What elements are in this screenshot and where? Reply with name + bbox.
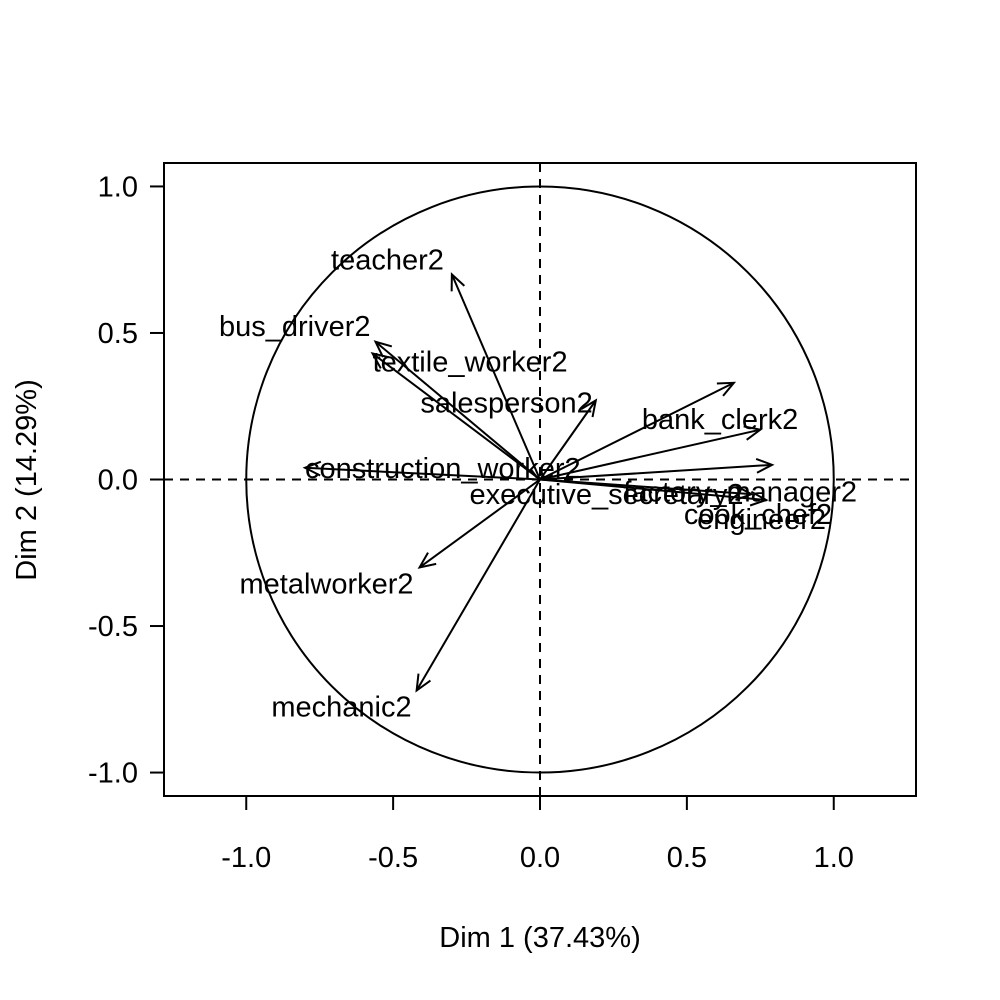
arrowhead-mechanic2 [415, 673, 432, 693]
y-tick-label: -1.0 [88, 758, 138, 790]
x-tick-label: -0.5 [368, 842, 418, 874]
arrowhead-bank_clerk2 [716, 381, 737, 397]
x-tick-label: -1.0 [221, 842, 271, 874]
arrow-bus_driver2 [374, 340, 541, 481]
arrow-metalworker2 [418, 478, 541, 569]
y-axis-label: Dim 2 (14.29%) [11, 379, 43, 580]
variable-label-teacher2: teacher2 [331, 244, 444, 276]
variable-label-executive_secretary2: executive_secretary2 [469, 479, 743, 511]
arrowhead-metalworker2 [417, 552, 437, 569]
x-tick-label: 1.0 [814, 842, 854, 874]
arrowhead-construction_worker2 [302, 460, 322, 477]
variable-label-bank_clerk2: bank_clerk2 [642, 404, 798, 436]
variable-label-bus_driver2: bus_driver2 [219, 311, 371, 343]
arrow-construction_worker2 [304, 466, 541, 481]
arrow-engineer2 [539, 463, 773, 481]
arrow-factory_manager2 [539, 428, 761, 481]
variable-label-engineer2: engineer2 [697, 504, 826, 536]
arrowhead-salesperson2 [580, 398, 598, 418]
y-tick-label: -0.5 [88, 611, 138, 643]
variable-label-construction_worker2: construction_worker2 [305, 453, 581, 485]
arrowhead-textile_worker2 [370, 352, 390, 369]
arrowhead-factory_manager2 [743, 425, 763, 441]
arrowhead-bus_driver2 [373, 340, 393, 358]
arrow-mechanic2 [415, 478, 541, 692]
variable-label-salesperson2: salesperson2 [420, 387, 593, 419]
y-tick-label: 0.0 [98, 465, 138, 497]
variable-label-textile_worker2: textile_worker2 [373, 346, 568, 378]
arrowhead-engineer2 [755, 457, 775, 474]
y-tick-label: 1.0 [98, 171, 138, 203]
arrow-textile_worker2 [371, 352, 541, 481]
variable-label-mechanic2: mechanic2 [271, 692, 411, 724]
x-tick-label: 0.0 [520, 842, 560, 874]
arrowhead-cook_chef2 [749, 490, 769, 507]
arrow-teacher2 [450, 273, 541, 480]
arrow-bank_clerk2 [539, 381, 735, 481]
arrowhead-teacher2 [450, 272, 466, 292]
x-tick-label: 0.5 [667, 842, 707, 874]
correlation-circle [245, 185, 835, 774]
arrow-salesperson2 [539, 399, 597, 481]
variable-label-cook_chef2: cook_chef2 [684, 499, 832, 531]
variable-label-metalworker2: metalworker2 [240, 568, 414, 600]
arrow-cook_chef2 [539, 478, 767, 502]
x-axis-label: Dim 1 (37.43%) [439, 922, 640, 954]
y-tick-label: 0.5 [98, 318, 138, 350]
variable-label-factory_manager2: factory_manager2 [623, 477, 857, 509]
